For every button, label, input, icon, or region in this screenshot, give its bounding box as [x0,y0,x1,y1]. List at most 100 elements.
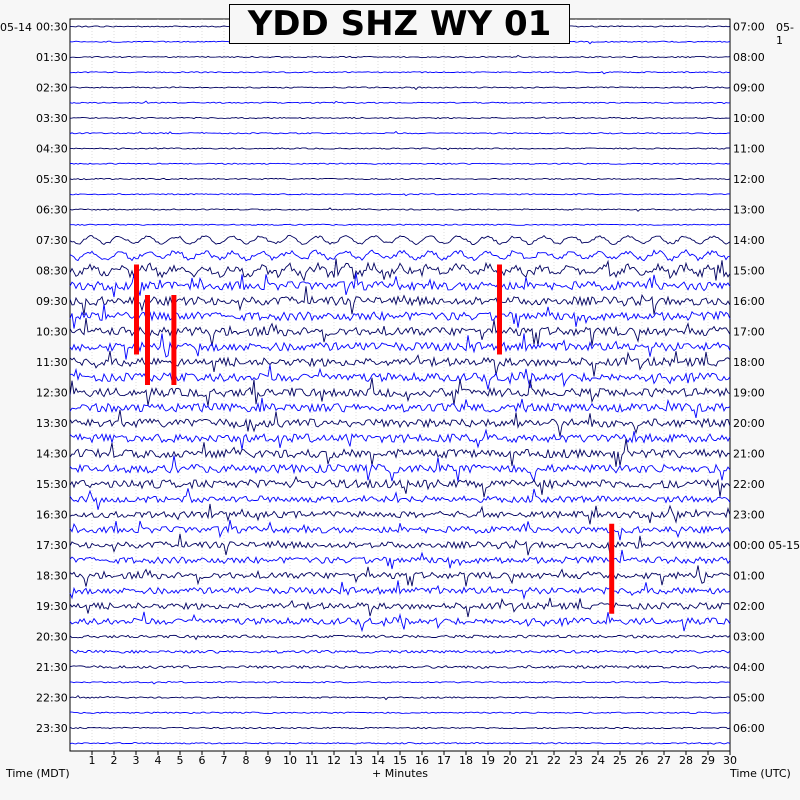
left-hour-label-12: 12:30 [36,387,68,400]
x-tick-label-22: 22 [547,754,561,767]
x-tick-label-24: 24 [591,754,605,767]
x-tick-label-6: 6 [199,754,206,767]
x-tick-label-4: 4 [155,754,162,767]
trace-line-8 [70,147,730,151]
left-hour-label-18: 18:30 [36,570,68,583]
x-axis-label: + Minutes [372,767,429,780]
right-hour-label-0: 07:00 [733,21,765,34]
right-hour-label-7: 14:00 [733,234,765,247]
trace-line-22 [69,350,731,377]
trace-line-16 [69,258,731,282]
left-hour-label-9: 09:30 [36,295,68,308]
trace-line-6 [69,116,731,120]
right-hour-label-10: 17:00 [733,326,765,339]
clip-event-4 [609,523,615,614]
right-time-labels: 07:00 08:00 09:00 10:00 11:00 12:00 13:00 14:00… [733,21,800,736]
left-hour-label-20: 20:30 [36,631,68,644]
trace-line-13 [70,223,731,226]
trace-line-24 [69,377,731,407]
left-hour-label-16: 16:30 [36,509,68,522]
left-hour-label-14: 14:30 [36,448,68,461]
left-hour-label-7: 07:30 [36,234,68,247]
right-hour-label-20: 03:00 [733,631,765,644]
left-hour-label-3: 03:30 [36,112,68,125]
right-hour-label-13: 20:00 [733,417,765,430]
trace-line-35 [69,549,731,570]
trace-line-25 [69,397,731,419]
trace-line-46 [69,726,731,730]
minute-grid [91,19,709,751]
start-date-right: 05-1 [776,21,794,47]
trace-line-30 [69,475,731,498]
trace-line-18 [69,286,731,315]
trace-line-7 [69,130,731,135]
trace-line-41 [69,649,731,654]
right-axis-label: Time (UTC) [730,767,791,780]
trace-line-5 [69,100,731,105]
trace-line-2 [69,54,731,59]
x-tick-label-19: 19 [481,754,495,767]
clip-event-2 [145,295,150,385]
left-hour-label-1: 01:30 [36,51,68,64]
left-hour-label-11: 11:30 [36,356,68,369]
seismic-traces [69,24,731,745]
trace-line-3 [70,71,731,75]
trace-line-9 [69,162,731,165]
trace-line-31 [69,488,731,510]
x-tick-label-28: 28 [679,754,693,767]
left-hour-label-10: 10:30 [36,326,68,339]
left-hour-label-5: 05:30 [36,173,68,186]
clipped-events [134,264,615,614]
x-tick-label-25: 25 [613,754,627,767]
trace-line-34 [69,533,731,556]
clip-event-3 [171,295,177,385]
trace-line-37 [69,580,731,601]
x-tick-label-7: 7 [221,754,228,767]
right-hour-label-19: 02:00 [733,600,765,613]
right-hour-label-9: 16:00 [733,295,765,308]
x-tick-label-21: 21 [525,754,539,767]
left-hour-label-13: 13:30 [36,417,68,430]
x-tick-label-23: 23 [569,754,583,767]
trace-line-23 [69,364,731,390]
trace-line-4 [69,86,731,91]
left-hour-label-19: 19:30 [36,600,68,613]
trace-line-11 [69,193,731,197]
x-tick-label-18: 18 [459,754,473,767]
trace-line-15 [69,249,731,262]
trace-line-32 [69,503,731,525]
left-hour-label-4: 04:30 [36,143,68,156]
x-tick-label-1: 1 [89,754,96,767]
x-tick-label-12: 12 [327,754,341,767]
right-hour-label-21: 04:00 [733,661,765,674]
x-tick-label-8: 8 [243,754,250,767]
x-tick-label-3: 3 [133,754,140,767]
trace-line-33 [69,519,731,541]
left-hour-label-21: 21:30 [36,661,68,674]
trace-line-26 [69,409,731,437]
trace-line-29 [69,455,731,483]
right-hour-label-2: 09:00 [733,82,765,95]
right-hour-label-14: 21:00 [733,448,765,461]
right-hour-label-12: 19:00 [733,387,765,400]
right-hour-label-11: 18:00 [733,356,765,369]
trace-line-38 [69,597,731,618]
trace-line-36 [69,565,731,587]
trace-line-39 [69,611,731,633]
right-hour-label-23: 06:00 [733,722,765,735]
right-hour-label-18: 01:00 [733,570,765,583]
right-hour-label-17: 00:00 05-15 [733,539,800,552]
right-hour-label-3: 10:00 [733,112,765,125]
x-tick-label-9: 9 [265,754,272,767]
x-tick-label-13: 13 [349,754,363,767]
left-hour-label-6: 06:30 [36,204,68,217]
right-hour-label-1: 08:00 [733,51,765,64]
clip-event-1 [497,264,502,355]
right-hour-label-8: 15:00 [733,265,765,278]
left-hour-label-22: 22:30 [36,692,68,705]
trace-line-19 [69,304,731,329]
trace-line-14 [69,234,731,246]
left-time-labels: 00:30 01:30 02:30 03:30 04:30 05:30 06:30 07:30… [36,21,68,736]
trace-line-45 [70,711,731,714]
